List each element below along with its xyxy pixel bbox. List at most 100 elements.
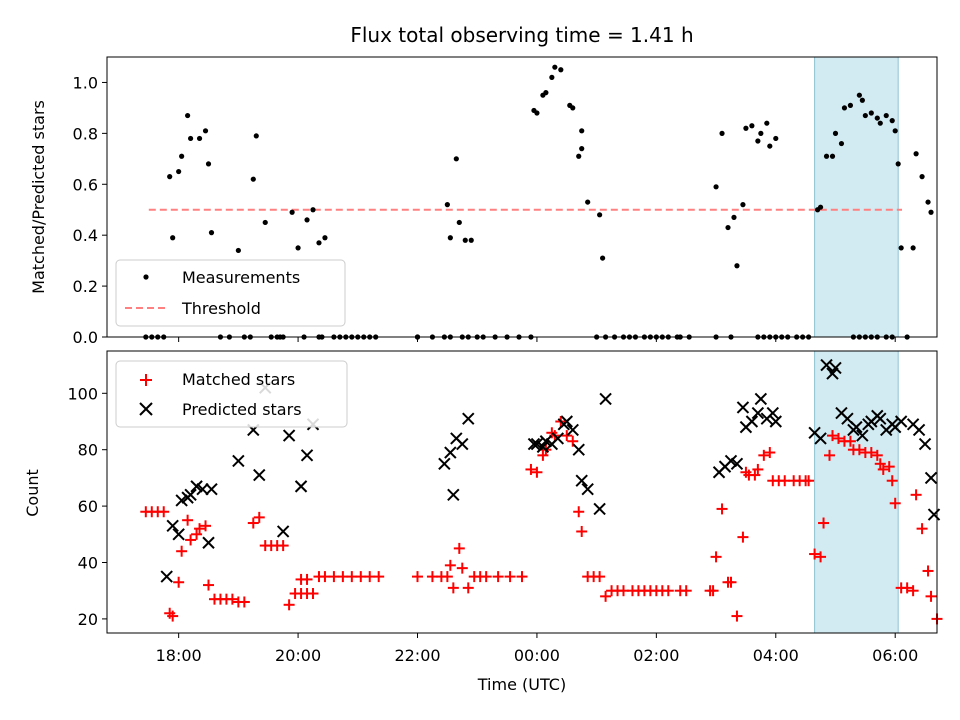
measurement-point [767, 143, 773, 149]
predicted-star-stroke-b [912, 423, 926, 437]
bottom-xtick-label: 02:00 [633, 646, 679, 665]
matched-star-point [874, 458, 886, 470]
top-plot-frame [106, 56, 938, 338]
measurement-point [817, 204, 824, 210]
measurement-point [597, 212, 603, 218]
predicted-star-point [581, 482, 594, 496]
matched-star-point [925, 590, 937, 602]
predicted-star-point [202, 536, 215, 549]
measurement-point [310, 207, 316, 213]
measurement-point [832, 130, 839, 136]
matched-star-point [758, 449, 770, 461]
predicted-star-point [175, 494, 188, 507]
predicted-star-point [736, 401, 750, 414]
measurement-point [202, 128, 209, 134]
predicted-star-stroke-b [160, 570, 173, 583]
measurement-point [444, 202, 450, 208]
top-y-axis-ticks: 0.0 0.2 0.4 0.6 0.8 1.0 [73, 73, 107, 347]
predicted-star-stroke-b [205, 482, 218, 496]
predicted-star-stroke-b [850, 420, 863, 434]
measurement-point [859, 97, 865, 103]
measurement-point [898, 245, 904, 251]
matched-star-point [886, 475, 898, 487]
bottom-ytick-label: 20 [78, 610, 98, 629]
predicted-star-point [184, 488, 197, 502]
predicted-star-point [754, 392, 768, 406]
predicted-star-stroke-b [184, 488, 197, 502]
predicted-star-point [814, 432, 827, 445]
matched-star-point [561, 430, 573, 442]
measurement-point [773, 135, 779, 142]
measurement-point [304, 217, 310, 223]
matched-star-point [600, 590, 612, 602]
predicted-star-point [599, 392, 612, 406]
x-axis-label: Time (UTC) [477, 675, 566, 694]
measurement-point [558, 67, 564, 73]
matched-star-point [809, 548, 821, 560]
predicted-star-stroke-b [253, 468, 266, 482]
measurement-point [549, 74, 555, 80]
matched-star-point [283, 599, 295, 611]
measurement-point [170, 235, 176, 241]
predicted-star-stroke-b [282, 429, 296, 442]
measurement-point [253, 133, 259, 139]
matched-star-point [844, 435, 856, 447]
predicted-star-stroke-b [829, 361, 842, 375]
predicted-star-stroke-b [294, 480, 308, 493]
measurement-point [600, 255, 606, 261]
bottom-xtick-label: 06:00 [872, 646, 918, 665]
predicted-star-point [294, 480, 308, 493]
measurement-point [579, 128, 585, 134]
measurement-point [913, 151, 919, 157]
predicted-star-point [438, 457, 451, 471]
matched-star-point [907, 585, 919, 597]
measurement-point [892, 128, 898, 134]
matched-star-point [752, 463, 764, 475]
measurement-point [208, 230, 215, 236]
matched-star-point [173, 576, 185, 588]
measurement-point [534, 110, 540, 116]
matched-star-point [176, 545, 188, 557]
predicted-star-point [912, 423, 926, 437]
predicted-star-stroke-b [456, 437, 469, 451]
top-legend-frame [115, 259, 346, 327]
predicted-star-stroke-b [560, 415, 573, 428]
bottom-plot-frame [106, 350, 938, 634]
matched-star-point [710, 551, 722, 563]
measurement-point [740, 202, 746, 208]
top-ytick-label: 0.2 [73, 277, 98, 296]
matched-star-point [253, 511, 265, 523]
predicted-star-point [730, 457, 744, 471]
predicted-star-stroke-b [835, 406, 848, 420]
matched-star-point [680, 585, 692, 597]
predicted-star-stroke-b [736, 401, 750, 414]
matched-star-point [531, 466, 543, 478]
matched-star-point [537, 449, 549, 461]
measurement-point [743, 125, 749, 131]
predicted-star-stroke-b [593, 502, 606, 516]
measurement-point [179, 153, 185, 159]
bottom-x-axis-ticks: 18:00 20:00 22:00 00:00 02:00 04:00 06:00 [156, 633, 918, 665]
matched-star-point [832, 432, 844, 444]
bottom-y-axis-ticks: 20 40 60 80 100 [67, 384, 107, 629]
measurement-point [725, 224, 731, 231]
predicted-star-point [160, 570, 173, 583]
measurement-point [543, 90, 549, 96]
matched-star-point [871, 449, 883, 461]
bottom-xtick-label: 18:00 [156, 646, 202, 665]
matched-star-point [725, 576, 737, 588]
measurement-point [456, 219, 462, 226]
measurement-point [895, 161, 901, 167]
predicted-star-stroke-b [172, 528, 185, 541]
predicted-star-point [166, 519, 179, 533]
measurement-point [749, 123, 755, 129]
measurement-point [552, 64, 558, 70]
matched-star-point [247, 517, 259, 529]
measurement-point [889, 118, 895, 124]
bottom-legend: Matched stars Predicted stars [115, 360, 348, 428]
predicted-star-stroke-b [551, 432, 565, 445]
predicted-star-stroke-b [566, 423, 579, 437]
matched-star-point [594, 571, 606, 583]
predicted-star-point [300, 449, 314, 462]
predicted-star-stroke-b [276, 525, 290, 538]
